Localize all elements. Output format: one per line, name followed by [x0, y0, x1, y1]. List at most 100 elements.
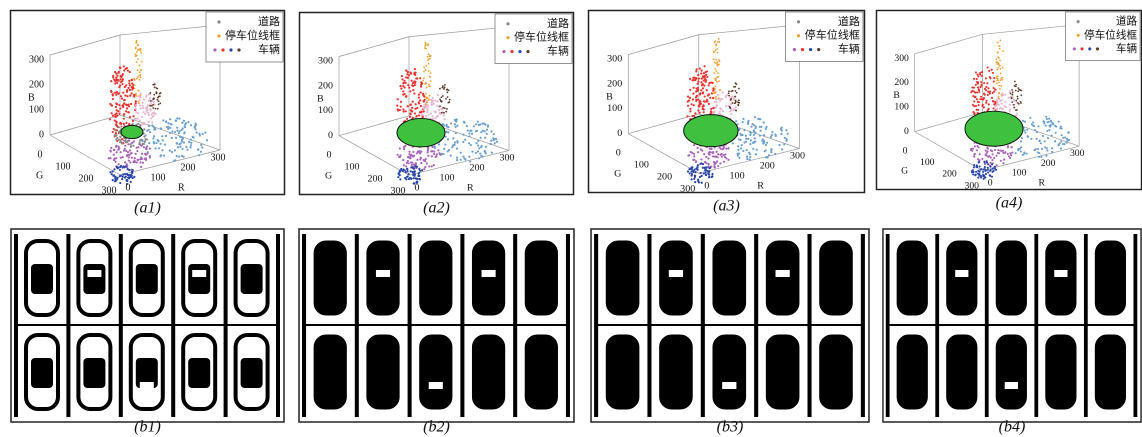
scatter-point [174, 131, 176, 133]
scatter-point [978, 173, 980, 175]
scatter-point [403, 146, 405, 148]
scatter-point [981, 168, 983, 170]
scatter-point [195, 128, 197, 130]
scatter-point [414, 68, 416, 70]
scatter-point [134, 157, 136, 159]
scatter-point [444, 107, 446, 109]
scatter-point [143, 146, 145, 148]
scatter-point [763, 121, 765, 123]
scatter-point [707, 84, 709, 86]
lot-post [224, 234, 228, 417]
scatter-point [131, 79, 133, 81]
scatter-point [490, 140, 492, 142]
scatter-point [408, 87, 410, 89]
scatter-point [464, 139, 466, 141]
scatter-point [470, 144, 472, 146]
scatter-point [997, 103, 999, 105]
lot-post [566, 234, 570, 417]
scatter-point [176, 127, 178, 129]
legend-marker [229, 48, 232, 51]
car-window [669, 270, 683, 277]
scatter-point [169, 118, 171, 120]
scatter-point [979, 171, 981, 173]
scatter-point [701, 106, 703, 108]
car [660, 335, 693, 409]
scatter-point [423, 106, 425, 108]
scatter-point [136, 161, 138, 163]
scatter-point [431, 155, 433, 157]
scatter-point [999, 107, 1001, 109]
scatter-point [123, 114, 125, 116]
scatter-point [1047, 137, 1049, 139]
scatter-point [996, 69, 998, 71]
scatter-point [1054, 125, 1056, 127]
scatter-point [1034, 129, 1036, 131]
scatter-point [140, 157, 142, 159]
scatter-point [482, 123, 484, 125]
scatter-point [745, 135, 747, 137]
scatter-point [698, 78, 700, 80]
scatter-point [711, 176, 713, 178]
scatter-point [437, 149, 439, 151]
scatter-point [153, 101, 155, 103]
scatter-point [424, 166, 426, 168]
scatter-point [727, 159, 729, 161]
scatter-point [420, 84, 422, 86]
scatter-point [988, 108, 990, 110]
scatter-point [1011, 89, 1013, 91]
legend-label: 停车位线框 [805, 28, 860, 42]
g-tick-label: 200 [79, 173, 94, 184]
scatter-point [976, 78, 978, 80]
scatter-point [714, 68, 716, 70]
scatter-point [989, 166, 991, 168]
scatter-point [983, 106, 985, 108]
scatter-point [700, 72, 702, 74]
scatter-point [996, 58, 998, 60]
scatter-point [1054, 140, 1056, 142]
scatter-point [190, 144, 192, 146]
scatter-point [456, 148, 458, 150]
scatter-point [448, 101, 450, 103]
scatter-point [419, 158, 421, 160]
scatter-point [119, 182, 121, 184]
scatter-point [975, 174, 977, 176]
scatter-point [1009, 90, 1011, 92]
scatter-point [137, 76, 139, 78]
lot-post [647, 234, 651, 417]
scatter-point [121, 178, 123, 180]
scatter-point [745, 138, 747, 140]
scatter-point [131, 92, 133, 94]
scatter-point [420, 92, 422, 94]
scatter-point [749, 134, 751, 136]
scatter-point [1013, 100, 1015, 102]
legend-label: 车辆 [547, 44, 569, 58]
b-axis-label: B [28, 92, 35, 103]
g-tick-label: 200 [368, 173, 383, 184]
scatter-point [447, 150, 449, 152]
scatter-point [402, 159, 404, 161]
legend-marker [797, 20, 800, 23]
scatter-point [490, 130, 492, 132]
scatter-point [709, 167, 711, 169]
g-axis-label: G [325, 171, 332, 182]
lot-post [754, 234, 758, 417]
scatter-point [697, 74, 699, 76]
scatter-point [1026, 129, 1028, 131]
scatter-point [145, 138, 147, 140]
scatter-point [181, 122, 183, 124]
scatter-point [411, 80, 413, 82]
scatter-point [494, 142, 496, 144]
scatter-point [442, 123, 444, 125]
scatter-point [1050, 135, 1052, 137]
scatter-point [1024, 132, 1026, 134]
scatter-point [477, 140, 479, 142]
scatter-point [716, 48, 718, 50]
scatter-point [494, 138, 496, 140]
scatter-point [139, 65, 141, 67]
scatter-point [184, 125, 186, 127]
scatter-point [418, 101, 420, 103]
scatter-point [780, 128, 782, 130]
scatter-point [111, 173, 113, 175]
b-axis-label: B [317, 93, 324, 104]
scatter-point [162, 139, 164, 141]
